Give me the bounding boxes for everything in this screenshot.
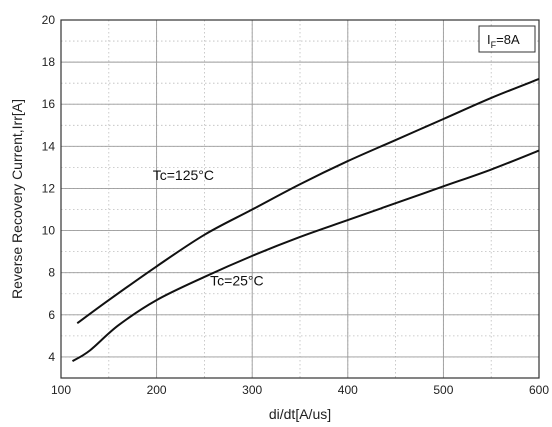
condition-box-frame <box>478 25 536 53</box>
condition-box: IF=8A <box>478 25 536 53</box>
x-tick-label: 500 <box>433 383 453 397</box>
y-axis-title: Reverse Recovery Current,Irr[A] <box>9 99 25 299</box>
series-group <box>71 78 540 363</box>
y-tick-label: 16 <box>42 97 56 111</box>
y-tick-label: 10 <box>42 224 56 238</box>
condition-symbol: I <box>487 32 491 47</box>
curve-label-tc-25c: Tc=25°C <box>210 272 263 288</box>
y-tick-labels: 4 6 8 10 12 14 16 18 20 <box>42 13 56 364</box>
x-tick-label: 600 <box>529 383 549 397</box>
condition-value: =8A <box>496 32 520 47</box>
series-line-tc-125c <box>76 78 540 325</box>
x-tick-label: 200 <box>147 383 167 397</box>
plot-frame <box>60 19 540 379</box>
y-tick-label: 8 <box>48 266 55 280</box>
x-tick-labels: 100 200 300 400 500 600 <box>51 383 549 397</box>
curve-label-tc-125c: Tc=125°C <box>153 167 214 183</box>
curve-labels: Tc=125°C Tc=25°C <box>153 167 264 288</box>
x-tick-label: 400 <box>338 383 358 397</box>
y-tick-label: 12 <box>42 181 56 195</box>
x-tick-label: 100 <box>51 383 71 397</box>
condition-subscript: F <box>491 40 497 50</box>
y-tick-label: 20 <box>42 13 56 27</box>
condition-text: IF=8A <box>487 32 520 50</box>
series-line-tc-25c <box>71 149 540 363</box>
x-tick-label: 300 <box>242 383 262 397</box>
y-tick-label: 6 <box>48 308 55 322</box>
y-tick-label: 4 <box>48 350 55 364</box>
x-axis-title: di/dt[A/us] <box>269 406 331 422</box>
y-tick-label: 18 <box>42 55 56 69</box>
y-tick-label: 14 <box>42 139 56 153</box>
minor-grid <box>60 19 540 379</box>
